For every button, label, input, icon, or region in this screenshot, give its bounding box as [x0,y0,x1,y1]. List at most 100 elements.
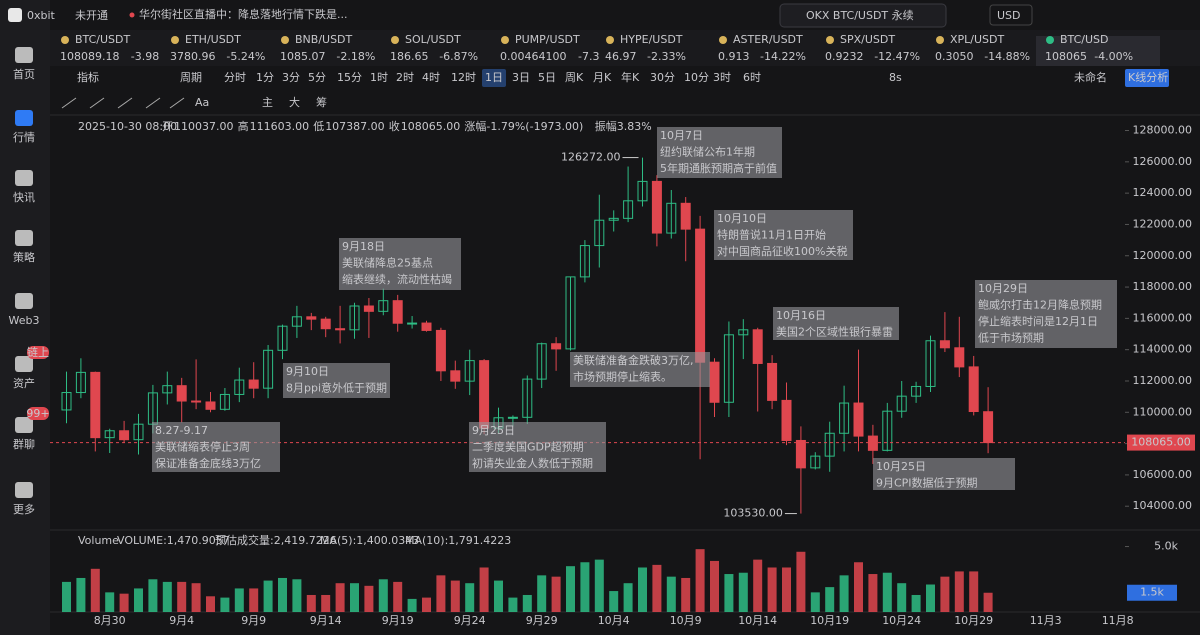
toolbar-item[interactable]: 5日 [538,71,556,84]
toolbar-right[interactable]: 8s [889,71,902,84]
ticker-symbol[interactable]: BTC/USD [1060,33,1109,46]
ticker-symbol[interactable]: ASTER/USDT [733,33,803,46]
toolbar-item[interactable]: 1分 [256,71,274,84]
toolbar-right[interactable]: K线分析 [1128,70,1168,84]
nav-label[interactable]: 群聊 [13,437,35,451]
news[interactable]: 华尔街社区直播中：降息落地行情下跌是... [139,7,348,21]
draw-tool[interactable]: 主 [262,96,273,109]
tool-icon[interactable] [169,97,185,109]
ticker-symbol[interactable]: ETH/USDT [185,33,241,46]
currency[interactable]: USD [997,9,1021,22]
nav-label[interactable]: 更多 [13,502,35,516]
volume-bar [810,592,820,612]
toolbar-item[interactable]: 5分 [308,71,326,84]
ticker-price[interactable]: 186.65 [390,50,429,63]
candle-body [709,361,720,403]
toolbar-item[interactable]: 4时 [422,71,440,84]
volume-bar [278,577,287,612]
ticker-change[interactable]: -14.22% [760,50,806,63]
volume-bar [882,572,892,612]
ticker-price[interactable]: 0.3050 [935,50,974,63]
search-box[interactable] [779,3,947,28]
ticker-change[interactable]: -12.47% [874,50,920,63]
info-label: 涨幅 [464,120,486,133]
news-dot [129,12,135,18]
nav-icon[interactable] [15,356,33,372]
toolbar-item[interactable]: 6时 [743,71,761,84]
nav-icon[interactable] [15,47,33,63]
annotation-box [339,238,461,290]
annotation-box [283,363,390,398]
tool-icon[interactable] [145,97,161,109]
nav-label[interactable]: Web3 [9,314,40,327]
ticker-price[interactable]: 3780.96 [170,50,216,63]
candle-body [61,392,72,411]
toolbar-right[interactable]: 未命名 [1074,70,1107,84]
ticker-price[interactable]: 0.9232 [825,50,864,63]
ticker-change[interactable]: -2.18% [336,50,375,63]
toolbar-item[interactable]: 分时 [224,71,246,84]
toolbar-item[interactable]: 1时 [370,71,388,84]
toolbar-item[interactable]: 12时 [451,71,476,84]
ticker-symbol[interactable]: BNB/USDT [295,33,353,46]
ticker-symbol[interactable]: BTC/USDT [75,33,131,46]
nav-icon[interactable] [15,110,33,126]
ticker-change[interactable]: -6.87% [439,50,478,63]
x-tick-label: 10月14 [738,614,777,627]
ticker-price[interactable]: 0.00464100 [500,50,566,63]
ticker-symbol[interactable]: XPL/USDT [950,33,1005,46]
toolbar-item[interactable]: 30分 [650,71,675,84]
nav-icon[interactable] [15,293,33,309]
candle-body [507,416,518,419]
nav-label[interactable]: 快讯 [13,191,35,204]
tool-icon[interactable] [89,97,105,109]
ticker-change[interactable]: -2.33% [647,50,686,63]
ticker-symbol[interactable]: PUMP/USDT [515,33,580,46]
tool-icon[interactable] [61,97,77,109]
toolbar-item[interactable]: 10分 [684,71,709,84]
ticker-symbol[interactable]: HYPE/USDT [620,33,683,46]
search[interactable]: OKX BTC/USDT 永续 [806,8,914,22]
toolbar-item[interactable]: 3时 [713,71,731,84]
ticker-price[interactable]: 108089.18 [60,50,120,63]
nav-icon[interactable] [15,417,33,433]
candle-body [867,435,878,451]
ticker-symbol[interactable]: SOL/USDT [405,33,461,46]
toolbar-item[interactable]: 1日 [485,71,503,84]
tool-icon[interactable] [117,97,133,109]
toolbar-item[interactable]: 2时 [396,71,414,84]
ticker-price[interactable]: 46.97 [605,50,637,63]
nav-icon[interactable] [15,482,33,498]
nav-label[interactable]: 策略 [13,250,35,264]
ticker-price[interactable]: 108065 [1045,50,1087,63]
ticker-change[interactable]: -5.24% [226,50,265,63]
nav-label[interactable]: 行情 [13,131,35,144]
ticker-change[interactable]: -14.88% [984,50,1030,63]
nav-label[interactable]: 资产 [13,376,35,390]
toolbar-item[interactable]: 3分 [282,71,300,84]
ticker-price[interactable]: 1085.07 [280,50,326,63]
ticker-change[interactable]: -4.00% [1094,50,1133,63]
ticker-change[interactable]: -7.3 [578,50,599,63]
currency-box[interactable] [989,4,1033,26]
volume-bar [983,592,993,612]
ticker-price[interactable]: 0.913 [718,50,750,63]
toolbar-item[interactable]: 15分 [337,71,362,84]
toolbar-item[interactable]: 月K [593,71,612,84]
ticker-change[interactable]: -3.98 [131,50,159,63]
nav-icon[interactable] [15,170,33,186]
toolbar-item[interactable]: 3日 [512,71,530,84]
draw-tool[interactable]: 筹 [316,95,327,109]
toolbar-item[interactable]: 周K [565,71,584,84]
toolbar-item[interactable]: 指标 [77,70,99,84]
nav-icon[interactable] [15,230,33,246]
draw-tool[interactable]: 大 [289,95,300,109]
ticker-symbol[interactable]: SPX/USDT [840,33,895,46]
info-value: 107387.00 [325,120,385,133]
candle-body [407,322,418,325]
kline-analysis-btn[interactable] [1125,69,1169,87]
toolbar-item[interactable]: 周期 [180,71,202,84]
toolbar-item[interactable]: 年K [621,70,640,84]
nav-label[interactable]: 首页 [13,67,35,81]
draw-tool[interactable]: Aa [195,96,209,109]
